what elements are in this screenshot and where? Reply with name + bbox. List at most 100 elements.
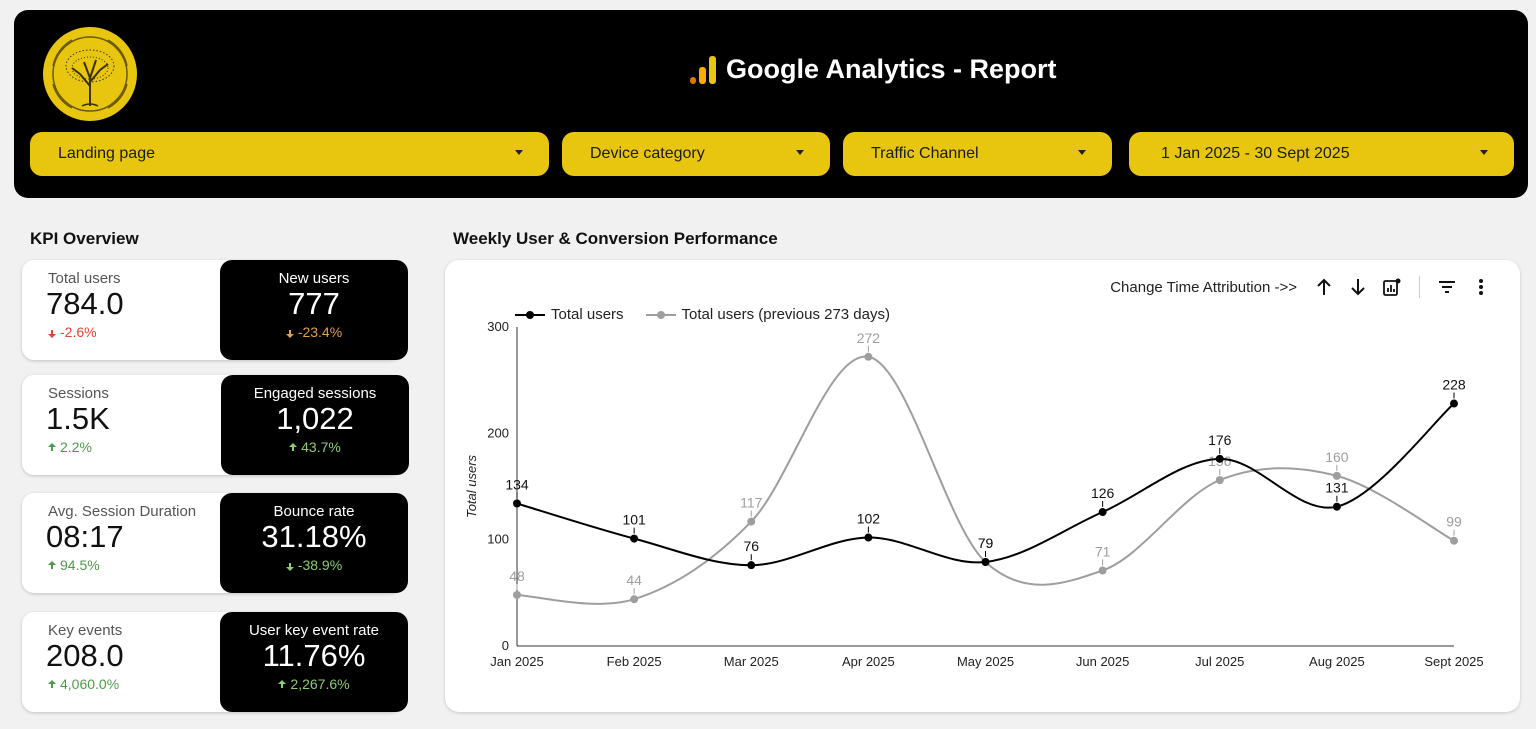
data-point: [630, 595, 639, 604]
x-tick-label: Aug 2025: [1309, 654, 1365, 669]
x-tick-label: Feb 2025: [607, 654, 662, 669]
data-point: [747, 517, 756, 526]
kpi-delta: 4,060.0%: [48, 676, 119, 692]
report-title: Google Analytics - Report: [690, 54, 1057, 85]
kpi-label: Bounce rate: [273, 503, 355, 520]
data-point: [1098, 566, 1107, 575]
y-tick-label: 200: [487, 425, 509, 440]
series-line-1: [516, 355, 1455, 605]
filter-traffic-channel-label: Traffic Channel: [871, 145, 979, 162]
kpi-label: Sessions: [48, 385, 109, 402]
chart-section-title: Weekly User & Conversion Performance: [453, 229, 778, 248]
data-point: [513, 590, 521, 599]
kpi-value: 31.18%: [261, 519, 367, 554]
chart-settings-icon[interactable]: [1381, 276, 1403, 298]
data-point: [1332, 502, 1341, 511]
x-tick-label: May 2025: [957, 654, 1014, 669]
data-label: 48: [509, 568, 525, 584]
data-label: 79: [978, 535, 994, 551]
data-label: 134: [505, 477, 529, 493]
x-tick-label: Apr 2025: [842, 654, 895, 669]
arrow-down-icon: [285, 563, 294, 571]
kpi-value: 1.5K: [46, 401, 110, 436]
kpi-delta-value: -2.6%: [60, 324, 97, 340]
kpi-delta: -23.4%: [220, 324, 408, 340]
data-point: [1215, 476, 1224, 485]
arrow-up-icon: [48, 443, 56, 451]
data-point: [1450, 536, 1458, 545]
report-title-text: Google Analytics - Report: [726, 54, 1057, 84]
kpi-delta-value: 43.7%: [301, 439, 341, 455]
data-point: [1098, 508, 1107, 517]
kpi-delta-value: 4,060.0%: [60, 676, 120, 692]
filter-device-category[interactable]: Device category: [562, 132, 830, 176]
kpi-value: 777: [288, 286, 340, 321]
legend-label: Total users: [551, 306, 624, 323]
chevron-down-icon: [1480, 150, 1488, 155]
data-point: [1450, 399, 1458, 408]
kpi-label: Engaged sessions: [253, 385, 377, 402]
data-label: 126: [1091, 485, 1115, 501]
legend-item-previous-period[interactable]: Total users (previous 273 days): [645, 306, 890, 323]
change-time-attribution-link[interactable]: Change Time Attribution ->>: [1110, 278, 1297, 296]
filter-icon[interactable]: [1436, 276, 1458, 298]
arrow-down-icon: [48, 330, 56, 338]
chart-legend: Total users Total users (previous 273 da…: [515, 306, 890, 323]
kpi-label: User key event rate: [248, 622, 380, 639]
kpi-value: 08:17: [46, 519, 124, 554]
kpi-card-user-key-event-rate: User key event rate 11.76% 2,267.6%: [220, 612, 408, 712]
filter-date-range[interactable]: 1 Jan 2025 - 30 Sept 2025: [1129, 132, 1514, 176]
line-chart: 0 100 200 300 Total users Jan 2025 Feb 2025 Mar…: [464, 319, 1484, 669]
more-vert-icon[interactable]: [1470, 276, 1492, 298]
chart-toolbar: Change Time Attribution ->>: [1110, 276, 1492, 298]
data-label: 79: [978, 535, 994, 551]
data-point: [864, 533, 873, 542]
legend-item-total-users[interactable]: Total users: [515, 306, 624, 323]
kpi-card-engaged-sessions: Engaged sessions 1,022 43.7%: [221, 375, 409, 475]
data-label: 228: [1442, 377, 1466, 393]
x-tick-label: Mar 2025: [724, 654, 779, 669]
data-label: 99: [1446, 514, 1462, 530]
tree-logo: [43, 27, 137, 121]
arrow-down-icon: [285, 330, 294, 338]
chart-card: Change Time Attribution ->> Total users …: [445, 260, 1520, 712]
kpi-value: 208.0: [46, 638, 124, 673]
filter-device-category-label: Device category: [590, 145, 705, 162]
y-tick-label: 100: [487, 532, 509, 547]
arrow-up-icon: [48, 680, 56, 688]
kpi-value: 784.0: [46, 286, 124, 321]
kpi-delta-value: 2,267.6%: [290, 676, 350, 692]
data-point: [1215, 454, 1224, 463]
filter-traffic-channel[interactable]: Traffic Channel: [843, 132, 1112, 176]
data-label: 131: [1325, 480, 1349, 496]
kpi-delta: 43.7%: [221, 439, 409, 455]
data-point: [747, 561, 756, 570]
data-label: 102: [857, 511, 881, 527]
filter-landing-page-label: Landing page: [58, 145, 155, 162]
kpi-value: 1,022: [276, 401, 354, 436]
kpi-card-bounce-rate: Bounce rate 31.18% -38.9%: [220, 493, 408, 593]
y-tick-label: 300: [487, 319, 509, 334]
kpi-delta: -38.9%: [220, 557, 408, 573]
data-label: 101: [622, 512, 646, 528]
data-label: 272: [857, 330, 881, 346]
data-label: 160: [1325, 449, 1349, 465]
legend-swatch-previous-period: [645, 310, 676, 319]
kpi-value: 11.76%: [262, 638, 366, 673]
data-label: 44: [626, 572, 642, 588]
x-tick-label: Jul 2025: [1195, 654, 1244, 669]
kpi-label: Key events: [48, 622, 123, 639]
kpi-delta: -2.6%: [48, 324, 97, 340]
kpi-label: Total users: [48, 270, 121, 287]
filter-landing-page[interactable]: Landing page: [30, 132, 549, 176]
arrow-down-icon[interactable]: [1347, 276, 1369, 298]
kpi-card-new-users: New users 777 -23.4%: [220, 260, 408, 360]
kpi-label: New users: [278, 270, 350, 287]
arrow-up-icon: [48, 561, 56, 569]
kpi-delta: 2,267.6%: [220, 676, 408, 692]
data-point: [981, 557, 990, 566]
y-axis-label: Total users: [464, 454, 479, 518]
chevron-down-icon: [1078, 150, 1086, 155]
kpi-label: Avg. Session Duration: [48, 503, 197, 520]
arrow-up-icon[interactable]: [1313, 276, 1335, 298]
